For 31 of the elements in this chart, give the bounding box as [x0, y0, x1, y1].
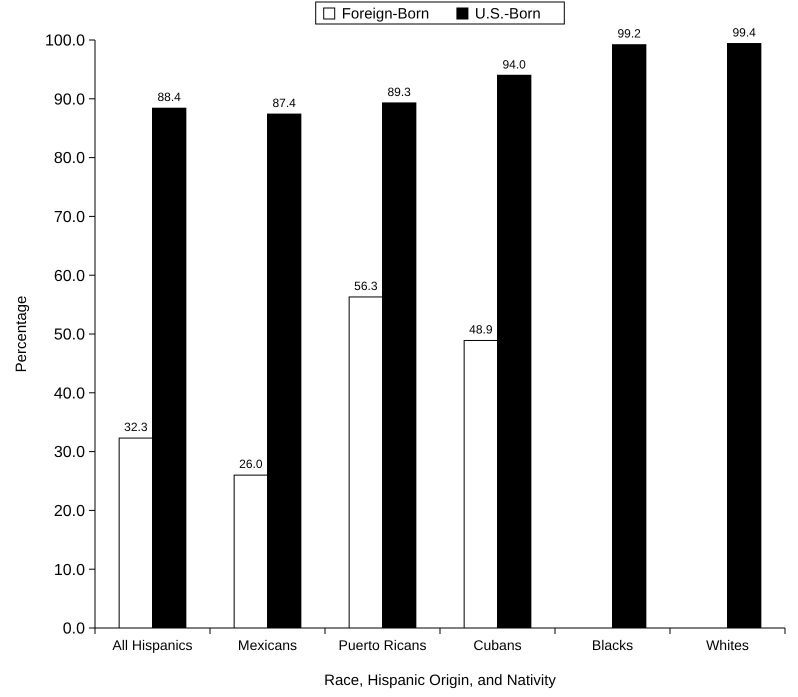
data-label: 99.4	[732, 26, 756, 40]
y-tick-label: 100.0	[44, 32, 86, 50]
y-tick-label: 20.0	[54, 503, 86, 520]
y-tick-label: 10.0	[54, 562, 86, 579]
x-tick-label: Mexicans	[238, 637, 298, 653]
y-tick-label: 80.0	[54, 150, 86, 168]
x-tick-label: All Hispanics	[112, 637, 193, 653]
data-label: 87.4	[272, 96, 296, 110]
x-tick-label: Blacks	[592, 637, 634, 653]
data-label: 26.0	[239, 457, 263, 472]
x-tick-label: Cubans	[473, 637, 522, 653]
y-tick-label: 30.0	[54, 444, 86, 462]
x-axis-title: Race, Hispanic Origin, and Nativity	[324, 672, 556, 689]
y-tick-label: 50.0	[54, 326, 86, 344]
data-label: 99.2	[617, 26, 642, 41]
data-label: 56.3	[354, 278, 378, 293]
data-label: 32.3	[124, 420, 148, 434]
y-tick-label: 60.0	[54, 268, 86, 285]
legend-label: U.S.-Born	[474, 6, 541, 22]
y-tick-label: 40.0	[54, 385, 86, 402]
x-tick-label: Puerto Ricans	[338, 637, 426, 653]
y-axis-title: Percentage	[13, 296, 30, 372]
y-tick-label: 70.0	[54, 209, 86, 226]
y-tick-label: 90.0	[54, 91, 86, 108]
data-label: 94.0	[502, 57, 526, 72]
y-tick-label: 0.0	[62, 620, 86, 638]
data-label: 48.9	[469, 322, 493, 336]
data-label: 89.3	[387, 84, 412, 99]
x-tick-label: Whites	[706, 637, 749, 653]
legend-label: Foreign-Born	[342, 6, 430, 22]
data-label: 88.4	[157, 90, 182, 104]
